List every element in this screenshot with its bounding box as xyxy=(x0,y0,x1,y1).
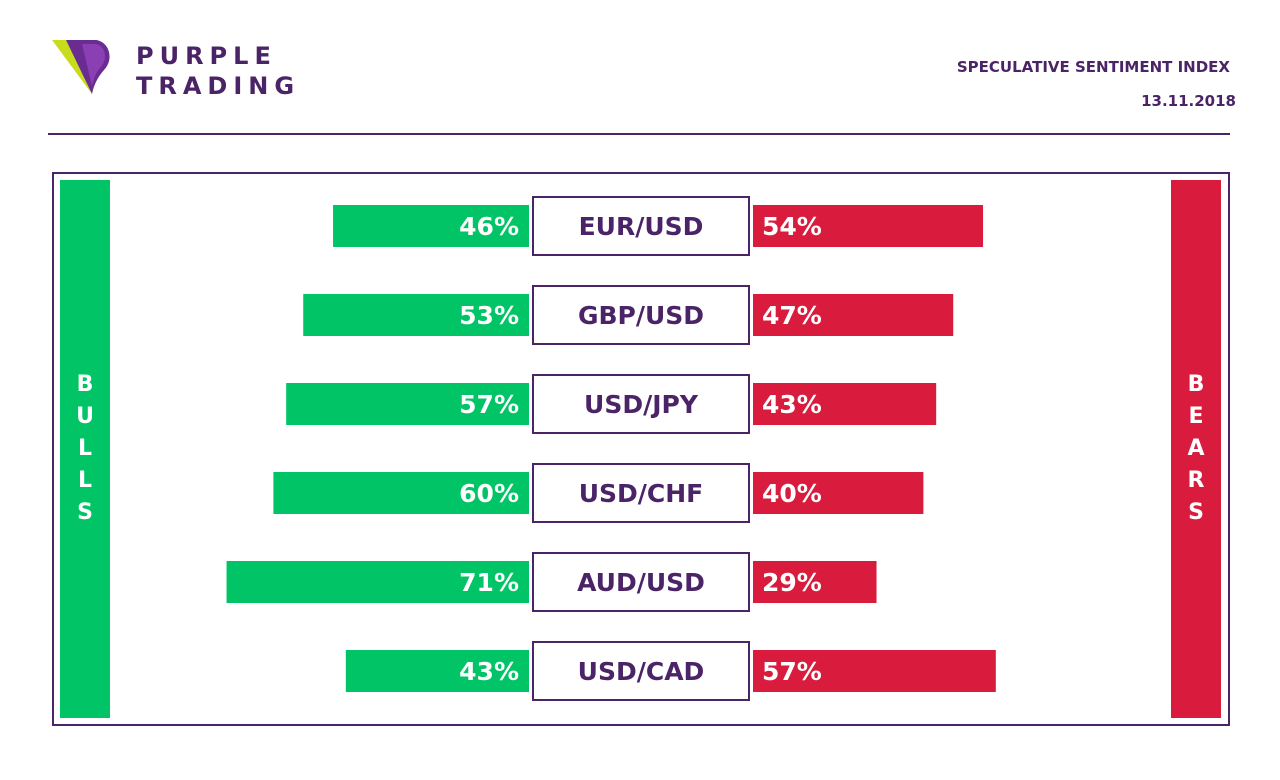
pair-label: GBP/USD xyxy=(578,301,704,330)
bears-letter: S xyxy=(1188,500,1204,525)
bull-bar xyxy=(273,472,529,514)
report-date: 13.11.2018 xyxy=(1141,92,1236,110)
bear-bar xyxy=(753,561,877,603)
bear-bar xyxy=(753,650,996,692)
bulls-letter: L xyxy=(77,436,93,461)
pair-label-box xyxy=(532,374,750,434)
bears-letter: R xyxy=(1187,468,1205,493)
bear-bar xyxy=(753,205,984,247)
bulls-letter: B xyxy=(76,372,94,397)
brand-line-1: PURPLE xyxy=(136,42,277,70)
bull-bar xyxy=(286,383,529,425)
pair-label: USD/CAD xyxy=(578,657,705,686)
chart-frame xyxy=(52,172,1230,726)
bear-value-label: 57% xyxy=(762,657,822,686)
pair-label-box xyxy=(532,285,750,345)
pair-label: EUR/USD xyxy=(579,212,704,241)
bear-bar xyxy=(753,383,937,425)
bull-value-label: 60% xyxy=(459,479,519,508)
bears-letter: A xyxy=(1187,436,1205,461)
pair-label-box xyxy=(532,641,750,701)
bear-value-label: 29% xyxy=(762,568,822,597)
bull-value-label: 57% xyxy=(459,390,519,419)
pair-label-box xyxy=(532,196,750,256)
bull-bar xyxy=(226,561,530,603)
bull-value-label: 46% xyxy=(459,212,519,241)
bull-value-label: 43% xyxy=(459,657,519,686)
pair-label: USD/CHF xyxy=(579,479,704,508)
pair-label-box xyxy=(532,463,750,523)
bear-bar xyxy=(753,472,924,514)
pair-label: AUD/USD xyxy=(577,568,705,597)
bear-value-label: 40% xyxy=(762,479,822,508)
bear-value-label: 47% xyxy=(762,301,822,330)
pair-label: USD/JPY xyxy=(584,390,699,419)
bear-bar xyxy=(753,294,954,336)
bulls-letter: S xyxy=(77,500,93,525)
bulls-letter: L xyxy=(77,468,93,493)
bulls-letter: U xyxy=(76,404,94,429)
bull-bar xyxy=(333,205,529,247)
bull-value-label: 71% xyxy=(459,568,519,597)
brand-line-2: TRADING xyxy=(136,72,301,100)
bull-bar xyxy=(303,294,529,336)
pair-label-box xyxy=(532,552,750,612)
bears-letter: E xyxy=(1188,404,1204,429)
brand-wordmark: PURPLE TRADING xyxy=(136,41,300,101)
bears-letter: B xyxy=(1187,372,1205,397)
bear-value-label: 54% xyxy=(762,212,822,241)
purple-trading-logo-icon xyxy=(52,40,110,94)
bull-value-label: 53% xyxy=(459,301,519,330)
page-title: SPECULATIVE SENTIMENT INDEX xyxy=(956,58,1230,76)
header-divider xyxy=(48,133,1230,135)
bull-bar xyxy=(345,650,529,692)
bear-value-label: 43% xyxy=(762,390,822,419)
